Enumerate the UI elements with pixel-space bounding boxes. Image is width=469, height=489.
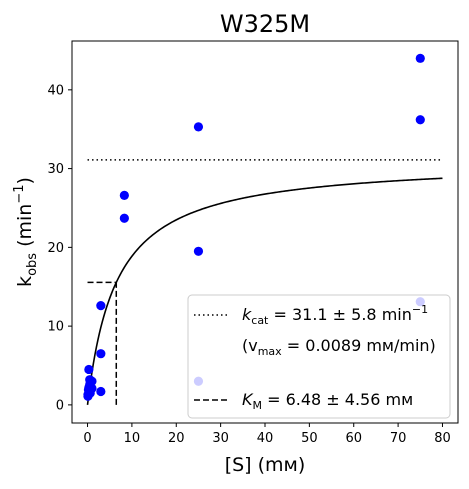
data-point <box>415 115 425 125</box>
legend-vmax-value: = 0.0089 mᴍ/min) <box>282 336 436 355</box>
y-tick-label: 20 <box>47 241 64 256</box>
x-tick-label: 50 <box>301 431 318 446</box>
x-tick-label: 60 <box>345 431 362 446</box>
y-axis-label-base: k <box>14 276 36 287</box>
legend-km-value: = 6.48 ± 4.56 mᴍ <box>262 390 413 409</box>
data-point <box>193 246 204 256</box>
y-tick-label: 0 <box>56 398 64 413</box>
data-point <box>96 386 106 397</box>
x-tick-label: 30 <box>212 431 229 446</box>
y-axis-label-sub: obs <box>25 253 40 276</box>
y-tick-label: 30 <box>47 162 64 177</box>
legend-box <box>187 294 451 419</box>
x-tick-label: 80 <box>434 431 451 446</box>
data-point <box>87 376 97 386</box>
legend-vmax-sub: max <box>258 345 282 358</box>
y-axis-label-unit: (min <box>14 204 36 253</box>
data-point <box>193 122 204 132</box>
x-tick-label: 20 <box>168 431 185 446</box>
x-tick-label: 40 <box>257 431 274 446</box>
y-axis-label-close: ) <box>14 177 36 184</box>
legend-km-sub: M <box>253 399 263 412</box>
data-point <box>119 190 129 200</box>
legend-kcat-sup: −1 <box>412 303 428 316</box>
legend-vmax-open: (v <box>242 336 258 355</box>
x-axis-label: [S] (mᴍ) <box>225 454 306 476</box>
legend-kcat-sub: cat <box>251 314 269 327</box>
fit-curve <box>86 177 443 405</box>
y-axis-label-sup: −1 <box>12 184 27 203</box>
data-point <box>84 364 94 375</box>
axis-ticks: 0 10 20 30 40 50 60 70 80 0 10 20 30 40 <box>47 83 450 446</box>
x-tick-label: 70 <box>390 431 407 446</box>
legend-kcat-value: = 31.1 ± 5.8 min <box>268 305 411 324</box>
legend-vmax-label: (vmax = 0.0089 mᴍ/min) <box>242 336 436 358</box>
data-point <box>96 301 106 311</box>
data-point <box>415 53 425 63</box>
y-axis-label: kobs (min−1) <box>12 177 40 287</box>
data-point <box>87 383 97 393</box>
y-tick-label: 40 <box>47 83 64 98</box>
data-point <box>96 349 106 359</box>
chart-title: W325M <box>220 10 310 38</box>
y-tick-label: 10 <box>47 320 64 335</box>
x-tick-label: 0 <box>83 431 91 446</box>
legend-km-base: K <box>242 390 254 409</box>
x-tick-label: 10 <box>124 431 141 446</box>
legend-km-label: KM = 6.48 ± 4.56 mᴍ <box>242 390 413 412</box>
legend-kcat-base: k <box>242 305 252 324</box>
data-point <box>119 213 129 223</box>
legend-kcat-label: kcat = 31.1 ± 5.8 min−1 <box>242 303 428 327</box>
legend: kcat = 31.1 ± 5.8 min−1 (vmax = 0.0089 m… <box>187 294 451 419</box>
